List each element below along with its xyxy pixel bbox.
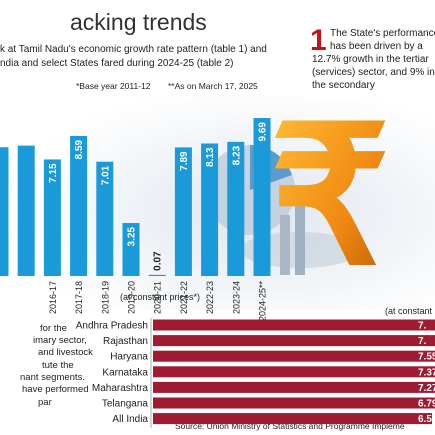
bar	[201, 143, 219, 276]
y-tick-label: Rajasthan	[103, 336, 148, 347]
source: Source: Union Ministry of Statistics and…	[175, 421, 405, 431]
value-label: 7.15	[48, 163, 59, 183]
bar	[148, 274, 166, 276]
x-tick-label: 2022-23	[205, 281, 215, 314]
y-tick-label: Maharashtra	[92, 383, 149, 394]
bar	[153, 350, 435, 362]
bar	[17, 145, 35, 276]
side-text: par	[38, 397, 52, 408]
value-label: 7.55	[418, 352, 435, 363]
value-label: 7.	[418, 336, 427, 347]
x-tick-label: 2018-19	[100, 281, 110, 314]
side-text: nant segments.	[20, 372, 85, 383]
y-tick-label: Karnataka	[102, 367, 148, 378]
value-label: 3.25	[127, 227, 138, 247]
callout-text: has been driven by a	[330, 41, 423, 52]
bar	[153, 381, 435, 393]
value-label: 7.37	[418, 367, 435, 378]
x-tick-label: 2019-20	[127, 281, 137, 314]
svg-text:₹: ₹	[270, 91, 391, 303]
value-label: 7.	[418, 321, 427, 332]
y-tick-label: All India	[112, 414, 148, 425]
y-tick-label: Haryana	[110, 352, 148, 363]
y-tick-label: Andhra Pradesh	[76, 321, 148, 332]
x-tick-label: 2021-22	[179, 281, 189, 314]
bar	[0, 147, 9, 276]
bar	[43, 159, 61, 276]
subtitle: ndia and select States fared during 2024…	[0, 58, 234, 69]
side-text: and livestock	[38, 347, 93, 358]
value-label: 6.5	[418, 414, 432, 425]
x-tick-label: 2020-21	[153, 281, 163, 314]
bar	[153, 335, 435, 347]
callout-text: The State's performance	[330, 28, 435, 39]
bar	[253, 118, 271, 276]
value-label: 0.07	[153, 251, 164, 271]
bar	[153, 413, 432, 425]
x-tick-label: 2024-25**	[258, 281, 268, 322]
value-label: 8.23	[231, 145, 242, 165]
bar	[153, 319, 435, 331]
bar	[96, 161, 114, 276]
x-label: (at constant	[385, 306, 433, 316]
x-tick-label: 2023-24	[231, 281, 241, 314]
x-tick-label: 2017-18	[74, 281, 84, 314]
value-label: 8.59	[74, 140, 85, 160]
subtitle: k at Tamil Nadu's economic growth rate p…	[0, 44, 267, 55]
bar	[174, 147, 192, 276]
side-text: for the	[40, 323, 67, 334]
bar	[153, 366, 435, 378]
side-text: imary sector,	[33, 335, 87, 346]
note: **As on March 17, 2025	[168, 81, 258, 91]
callout-text: the secondary	[312, 80, 375, 91]
title: acking trends	[70, 9, 207, 35]
value-label: 7.27	[418, 383, 435, 394]
x-tick-label: 2016-17	[48, 281, 58, 314]
value-label: 7.89	[179, 151, 190, 171]
bar	[227, 141, 245, 276]
value-label: 9.69	[258, 122, 269, 142]
bar	[153, 397, 435, 409]
bar	[70, 135, 88, 276]
side-text: have performed	[22, 384, 89, 395]
callout-number: 1	[310, 24, 327, 57]
callout-text: (services) sector, and 9% in	[312, 67, 435, 78]
y-tick-label: Telangana	[102, 399, 149, 410]
value-label: 8.13	[205, 147, 216, 167]
callout-text: 12.7% growth in the tertiar	[312, 54, 429, 65]
value-label: 7.01	[100, 165, 111, 185]
value-label: 6.79	[418, 399, 435, 410]
bar	[122, 223, 140, 276]
x-label: (at constant prices*)	[120, 292, 200, 302]
side-text: tute the	[42, 360, 74, 371]
callout-box	[305, 20, 435, 100]
note: *Base year 2011-12	[76, 81, 151, 91]
